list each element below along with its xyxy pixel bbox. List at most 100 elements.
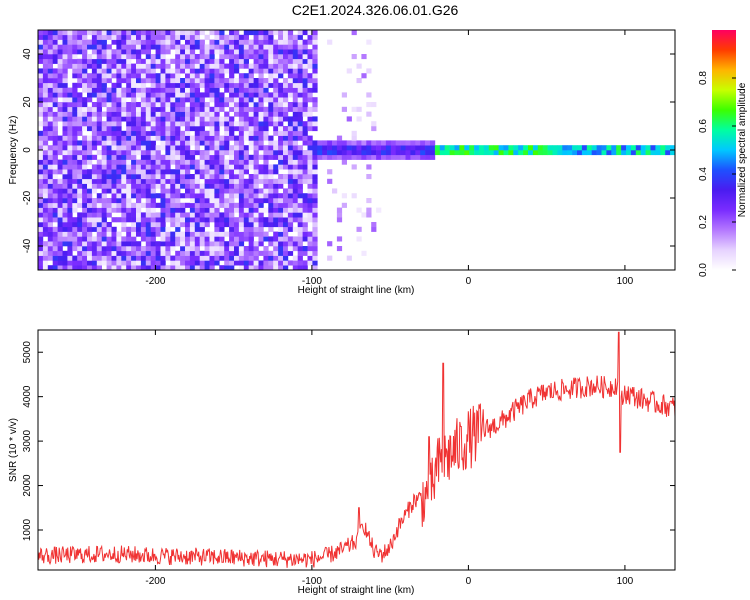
spectrogram-cell [42, 92, 49, 98]
spectrogram-cell [268, 183, 274, 189]
spectrogram-cell [155, 58, 161, 64]
spectrogram-cell [395, 140, 401, 146]
spectrogram-cell [77, 202, 83, 208]
spectrogram-cell [165, 34, 171, 40]
spectrogram-cell [185, 63, 191, 69]
spectrogram-cell [238, 236, 245, 242]
spectrogram-cell [87, 58, 93, 64]
spectrogram-cell [199, 135, 205, 141]
spectrogram-cell [126, 198, 132, 204]
spectrogram-cell [503, 145, 509, 151]
spectrogram-cell [136, 87, 142, 93]
spectrogram-cell [292, 164, 298, 170]
spectrogram-cell [185, 226, 191, 232]
spectrogram-cell [140, 174, 147, 180]
spectrogram-cell [160, 58, 166, 64]
spectrogram-cell [57, 250, 63, 256]
spectrogram-cell [47, 183, 53, 189]
spectrogram-cell [175, 49, 181, 55]
spectrogram-cell [96, 255, 102, 261]
spectrogram-cell [263, 222, 269, 228]
spectrogram-cell [175, 188, 181, 194]
spectrogram-cell [317, 150, 323, 156]
spectrogram-cell [185, 97, 191, 103]
spectrogram-cell [185, 92, 191, 98]
spectrogram-cell [87, 174, 93, 180]
spectrogram-cell [209, 126, 215, 132]
spectrogram-cell [302, 78, 308, 84]
spectrogram-cell [57, 193, 63, 199]
spectrogram-cell [263, 255, 269, 261]
spectrogram-cell [87, 54, 93, 60]
spectrogram-cell [185, 54, 191, 60]
spectrogram-cell [87, 250, 93, 256]
spectrogram-cell [194, 193, 200, 199]
spectrogram-cell [234, 217, 240, 223]
spectrogram-cell [258, 231, 264, 237]
spectrogram-cell [229, 63, 235, 69]
spectrogram-cell [52, 174, 58, 180]
spectrogram-cell [82, 111, 88, 117]
spectrogram-cell [175, 135, 181, 141]
spectrogram-cell [67, 63, 73, 69]
spectrogram-cell [234, 63, 240, 69]
spectrogram-cell [312, 54, 318, 60]
spectrogram-cell [268, 106, 274, 112]
spectrogram-cell [42, 58, 49, 64]
spectrogram-cell [91, 126, 98, 132]
spectrogram-cell [273, 58, 279, 64]
spectrogram-cell [136, 250, 142, 256]
spectrogram-cell [140, 121, 147, 127]
spectrogram-cell [224, 174, 230, 180]
spectrogram-cell [91, 183, 98, 189]
spectrogram-cell [87, 265, 93, 271]
spectrogram-cell [273, 82, 279, 88]
spectrogram-cell [302, 49, 308, 55]
spectrogram-cell [278, 231, 284, 237]
spectrogram-cell [96, 68, 102, 74]
spectrogram-cell [52, 49, 58, 55]
spectrogram-cell [150, 241, 156, 247]
spectrogram-cell [243, 246, 249, 252]
spectrogram-cell [145, 106, 151, 112]
spectrogram-cell [278, 135, 284, 141]
spectrogram-cell [126, 193, 132, 199]
spectrogram-cell [312, 121, 318, 127]
spectrogram-cell [165, 78, 171, 84]
spectrogram-cell [263, 92, 269, 98]
spectrogram-cell [209, 39, 215, 45]
spectrogram-cell [87, 207, 93, 213]
spectrogram-cell [106, 159, 112, 165]
spectrogram-cell [82, 116, 88, 122]
spectrogram-cell [77, 212, 83, 218]
spectrogram-cell [170, 73, 176, 79]
spectrogram-cell [336, 246, 343, 252]
spectrogram-cell [194, 106, 200, 112]
spectrogram-cell [101, 145, 107, 151]
spectrogram-cell [189, 174, 196, 180]
spectrogram-cell [307, 30, 313, 36]
spectrogram-cell [229, 39, 235, 45]
spectrogram-cell [234, 82, 240, 88]
spectrogram-cell [229, 178, 235, 184]
spectrogram-cell [52, 183, 58, 189]
spectrogram-cell [287, 226, 294, 232]
spectrogram-cell [248, 159, 254, 165]
spectrogram-cell [67, 116, 73, 122]
spectrogram-cell [224, 202, 230, 208]
spectrogram-cell [57, 102, 63, 108]
spectrogram-cell [111, 116, 117, 122]
spectrogram-cell [253, 58, 259, 64]
spectrogram-cell [224, 140, 230, 146]
spectrogram-cell [160, 121, 166, 127]
spectrogram-cell [278, 212, 284, 218]
spectrogram-cell [38, 49, 44, 55]
spectrogram-cell [170, 130, 176, 136]
spectrogram-cell [234, 121, 240, 127]
spectrogram-cell [121, 183, 127, 189]
spectrogram-cell [62, 82, 68, 88]
spectrogram-cell [199, 159, 205, 165]
spectrogram-cell [219, 102, 225, 108]
spectrogram-cell [248, 222, 254, 228]
